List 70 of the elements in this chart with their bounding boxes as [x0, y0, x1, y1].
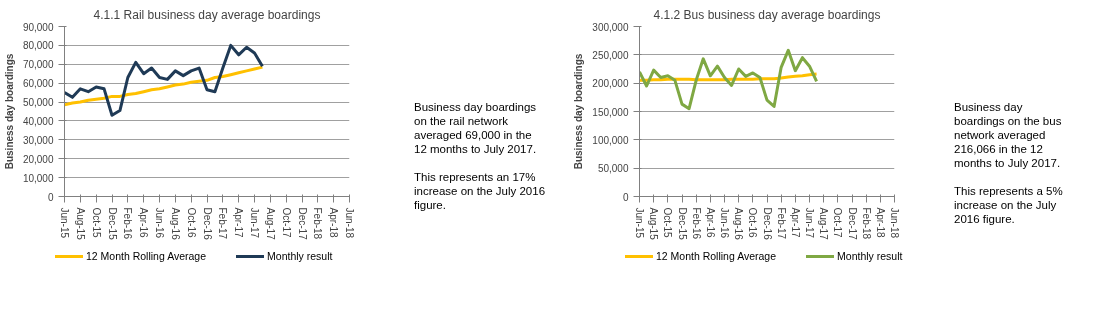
x-tick-label: Aug-17 — [818, 207, 830, 241]
legend-label: 12 Month Rolling Average — [85, 249, 207, 264]
x-tick-label: Aug-16 — [169, 207, 181, 241]
x-tick-label: Jun-16 — [154, 207, 165, 239]
x-tick-label: Oct-15 — [90, 207, 102, 238]
y-tick-label: 250,000 — [592, 49, 629, 61]
y-tick-label: 200,000 — [592, 78, 629, 90]
x-tick-label: Apr-16 — [138, 207, 150, 238]
y-tick-label: 0 — [622, 191, 629, 203]
x-tick-label: Dec-17 — [296, 207, 308, 241]
chart-title: 4.1.2 Bus business day average boardings — [653, 7, 881, 22]
x-tick-label: Dec-17 — [846, 207, 858, 241]
y-tick-label: 0 — [47, 191, 54, 203]
y-tick-label: 20,000 — [22, 153, 54, 165]
x-tick-label: Jun-17 — [249, 207, 260, 239]
x-tick-label: Aug-15 — [648, 207, 660, 241]
x-tick-label: Aug-16 — [733, 207, 745, 241]
x-tick-label: Apr-18 — [328, 207, 340, 238]
y-tick-label: 80,000 — [22, 40, 54, 52]
line-series — [639, 48, 819, 111]
x-tick-label: Aug-17 — [264, 207, 276, 241]
text: This represents an 17% increase on the July 2016 figure. — [414, 170, 546, 212]
legend-label: Monthly result — [266, 249, 333, 264]
x-tick-label: Jun-18 — [889, 207, 900, 239]
x-tick-label: Oct-16 — [185, 207, 197, 238]
y-tick-label: 10,000 — [22, 172, 54, 184]
x-tick-label: Dec-15 — [106, 207, 118, 241]
x-tick-label: Jun-16 — [719, 207, 730, 239]
legend-label: Monthly result — [836, 249, 903, 264]
legend-label: 12 Month Rolling Average — [655, 249, 777, 264]
x-tick-label: Apr-17 — [233, 207, 245, 238]
x-tick-label: Feb-18 — [860, 207, 872, 240]
x-tick-label: Apr-18 — [874, 207, 886, 238]
y-tick-label: 100,000 — [592, 134, 629, 146]
x-tick-label: Jun-15 — [634, 207, 645, 239]
x-tick-label: Feb-18 — [312, 207, 324, 240]
x-tick-label: Feb-17 — [775, 207, 787, 240]
x-tick-label: Dec-16 — [201, 207, 213, 241]
line-series — [64, 65, 264, 107]
x-tick-label: Apr-16 — [704, 207, 716, 238]
x-tick-label: Feb-16 — [122, 207, 134, 240]
y-tick-label: 150,000 — [592, 106, 629, 118]
text: This represents a 5% increase on the July 2016 figure. — [954, 184, 1064, 226]
x-tick-label: Jun-15 — [59, 207, 70, 239]
x-tick-label: Apr-17 — [789, 207, 801, 238]
x-tick-label: Feb-16 — [690, 207, 702, 240]
x-tick-label: Oct-17 — [832, 207, 844, 238]
y-tick-label: 90,000 — [22, 21, 54, 33]
x-tick-label: Oct-15 — [662, 207, 674, 238]
x-tick-label: Oct-16 — [747, 207, 759, 238]
line-series — [64, 43, 264, 117]
text: Business day boardings on the bus network averaged 216,066 in the 12 months to July 2017. — [954, 100, 1063, 170]
y-tick-label: 50,000 — [597, 163, 629, 175]
x-tick-label: Jun-17 — [804, 207, 815, 239]
x-tick-label: Dec-15 — [676, 207, 688, 241]
y-tick-label: 40,000 — [22, 115, 54, 127]
y-tick-label: 300,000 — [592, 21, 629, 33]
chart-title: 4.1.1 Rail business day average boardings — [93, 7, 321, 22]
y-axis-title: Business day boardings — [3, 53, 15, 170]
x-tick-label: Oct-17 — [280, 207, 292, 238]
x-tick-label: Feb-17 — [217, 207, 229, 240]
y-tick-label: 50,000 — [22, 97, 54, 109]
y-tick-label: 30,000 — [22, 134, 54, 146]
y-tick-label: 70,000 — [22, 59, 54, 71]
text: Business day boardings on the rail network averaged 69,000 in the 12 months to July 2017. — [414, 100, 538, 156]
x-tick-label: Dec-16 — [761, 207, 773, 241]
x-tick-label: Jun-18 — [344, 207, 355, 239]
y-axis-title: Business day boardings — [573, 53, 585, 170]
x-tick-label: Aug-15 — [74, 207, 86, 241]
y-tick-label: 60,000 — [22, 78, 54, 90]
